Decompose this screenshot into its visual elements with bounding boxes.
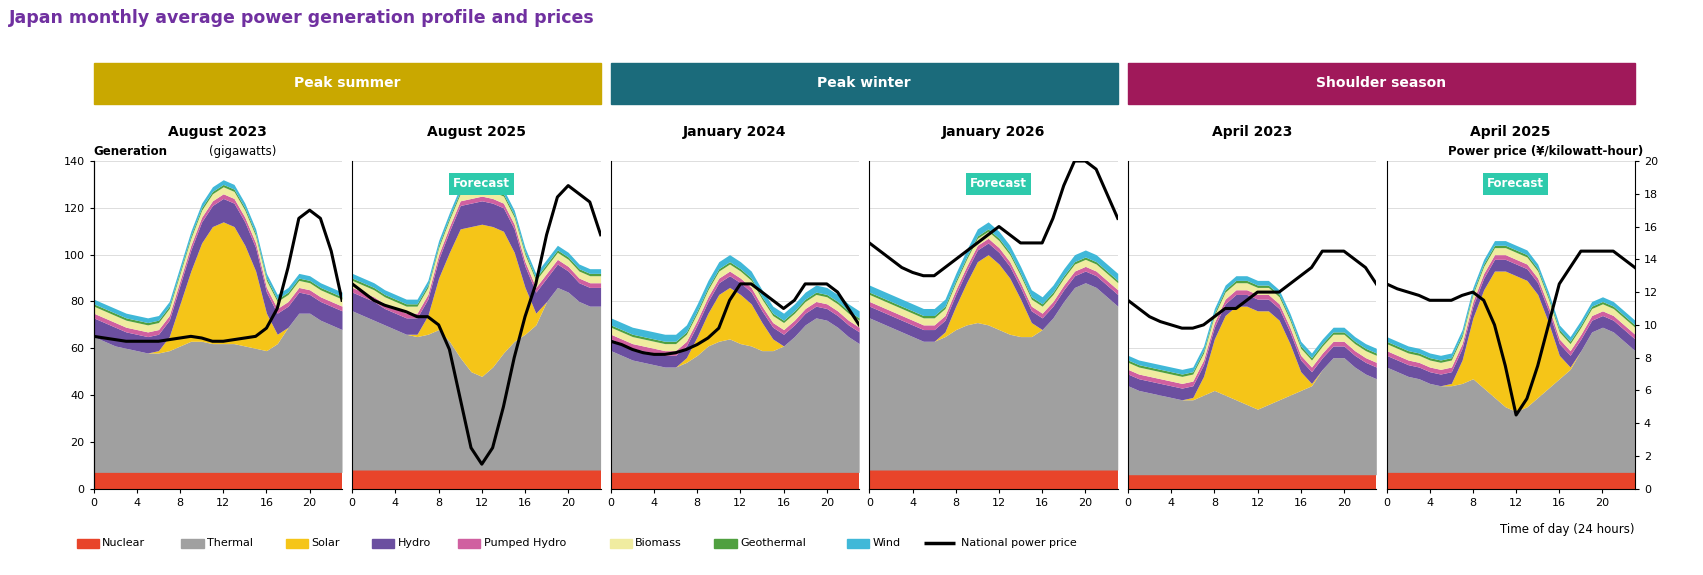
Text: Peak winter: Peak winter <box>817 76 911 90</box>
Text: August 2025: August 2025 <box>427 125 526 139</box>
Text: Biomass: Biomass <box>635 538 681 549</box>
Text: Forecast: Forecast <box>453 178 509 190</box>
Text: Pumped Hydro: Pumped Hydro <box>484 538 565 549</box>
Text: Peak summer: Peak summer <box>295 76 400 90</box>
Text: January 2024: January 2024 <box>683 125 787 139</box>
Text: Forecast: Forecast <box>971 178 1027 190</box>
Text: (gigawatts): (gigawatts) <box>209 144 278 158</box>
Text: August 2023: August 2023 <box>169 125 267 139</box>
Text: Forecast: Forecast <box>1487 178 1545 190</box>
Text: Time of day (24 hours): Time of day (24 hours) <box>1500 523 1635 536</box>
Text: Solar: Solar <box>312 538 341 549</box>
Text: Thermal: Thermal <box>208 538 254 549</box>
Text: April 2025: April 2025 <box>1470 125 1551 139</box>
Text: January 2026: January 2026 <box>942 125 1046 139</box>
Text: Generation: Generation <box>94 144 167 158</box>
Text: Geothermal: Geothermal <box>739 538 806 549</box>
Text: Shoulder season: Shoulder season <box>1316 76 1446 90</box>
Text: Japan monthly average power generation profile and prices: Japan monthly average power generation p… <box>9 9 594 26</box>
Text: Hydro: Hydro <box>397 538 431 549</box>
Text: Power price (¥/kilowatt-hour): Power price (¥/kilowatt-hour) <box>1448 144 1643 158</box>
Text: Nuclear: Nuclear <box>102 538 145 549</box>
Text: April 2023: April 2023 <box>1213 125 1293 139</box>
Text: National power price: National power price <box>960 538 1076 549</box>
Text: Wind: Wind <box>872 538 901 549</box>
